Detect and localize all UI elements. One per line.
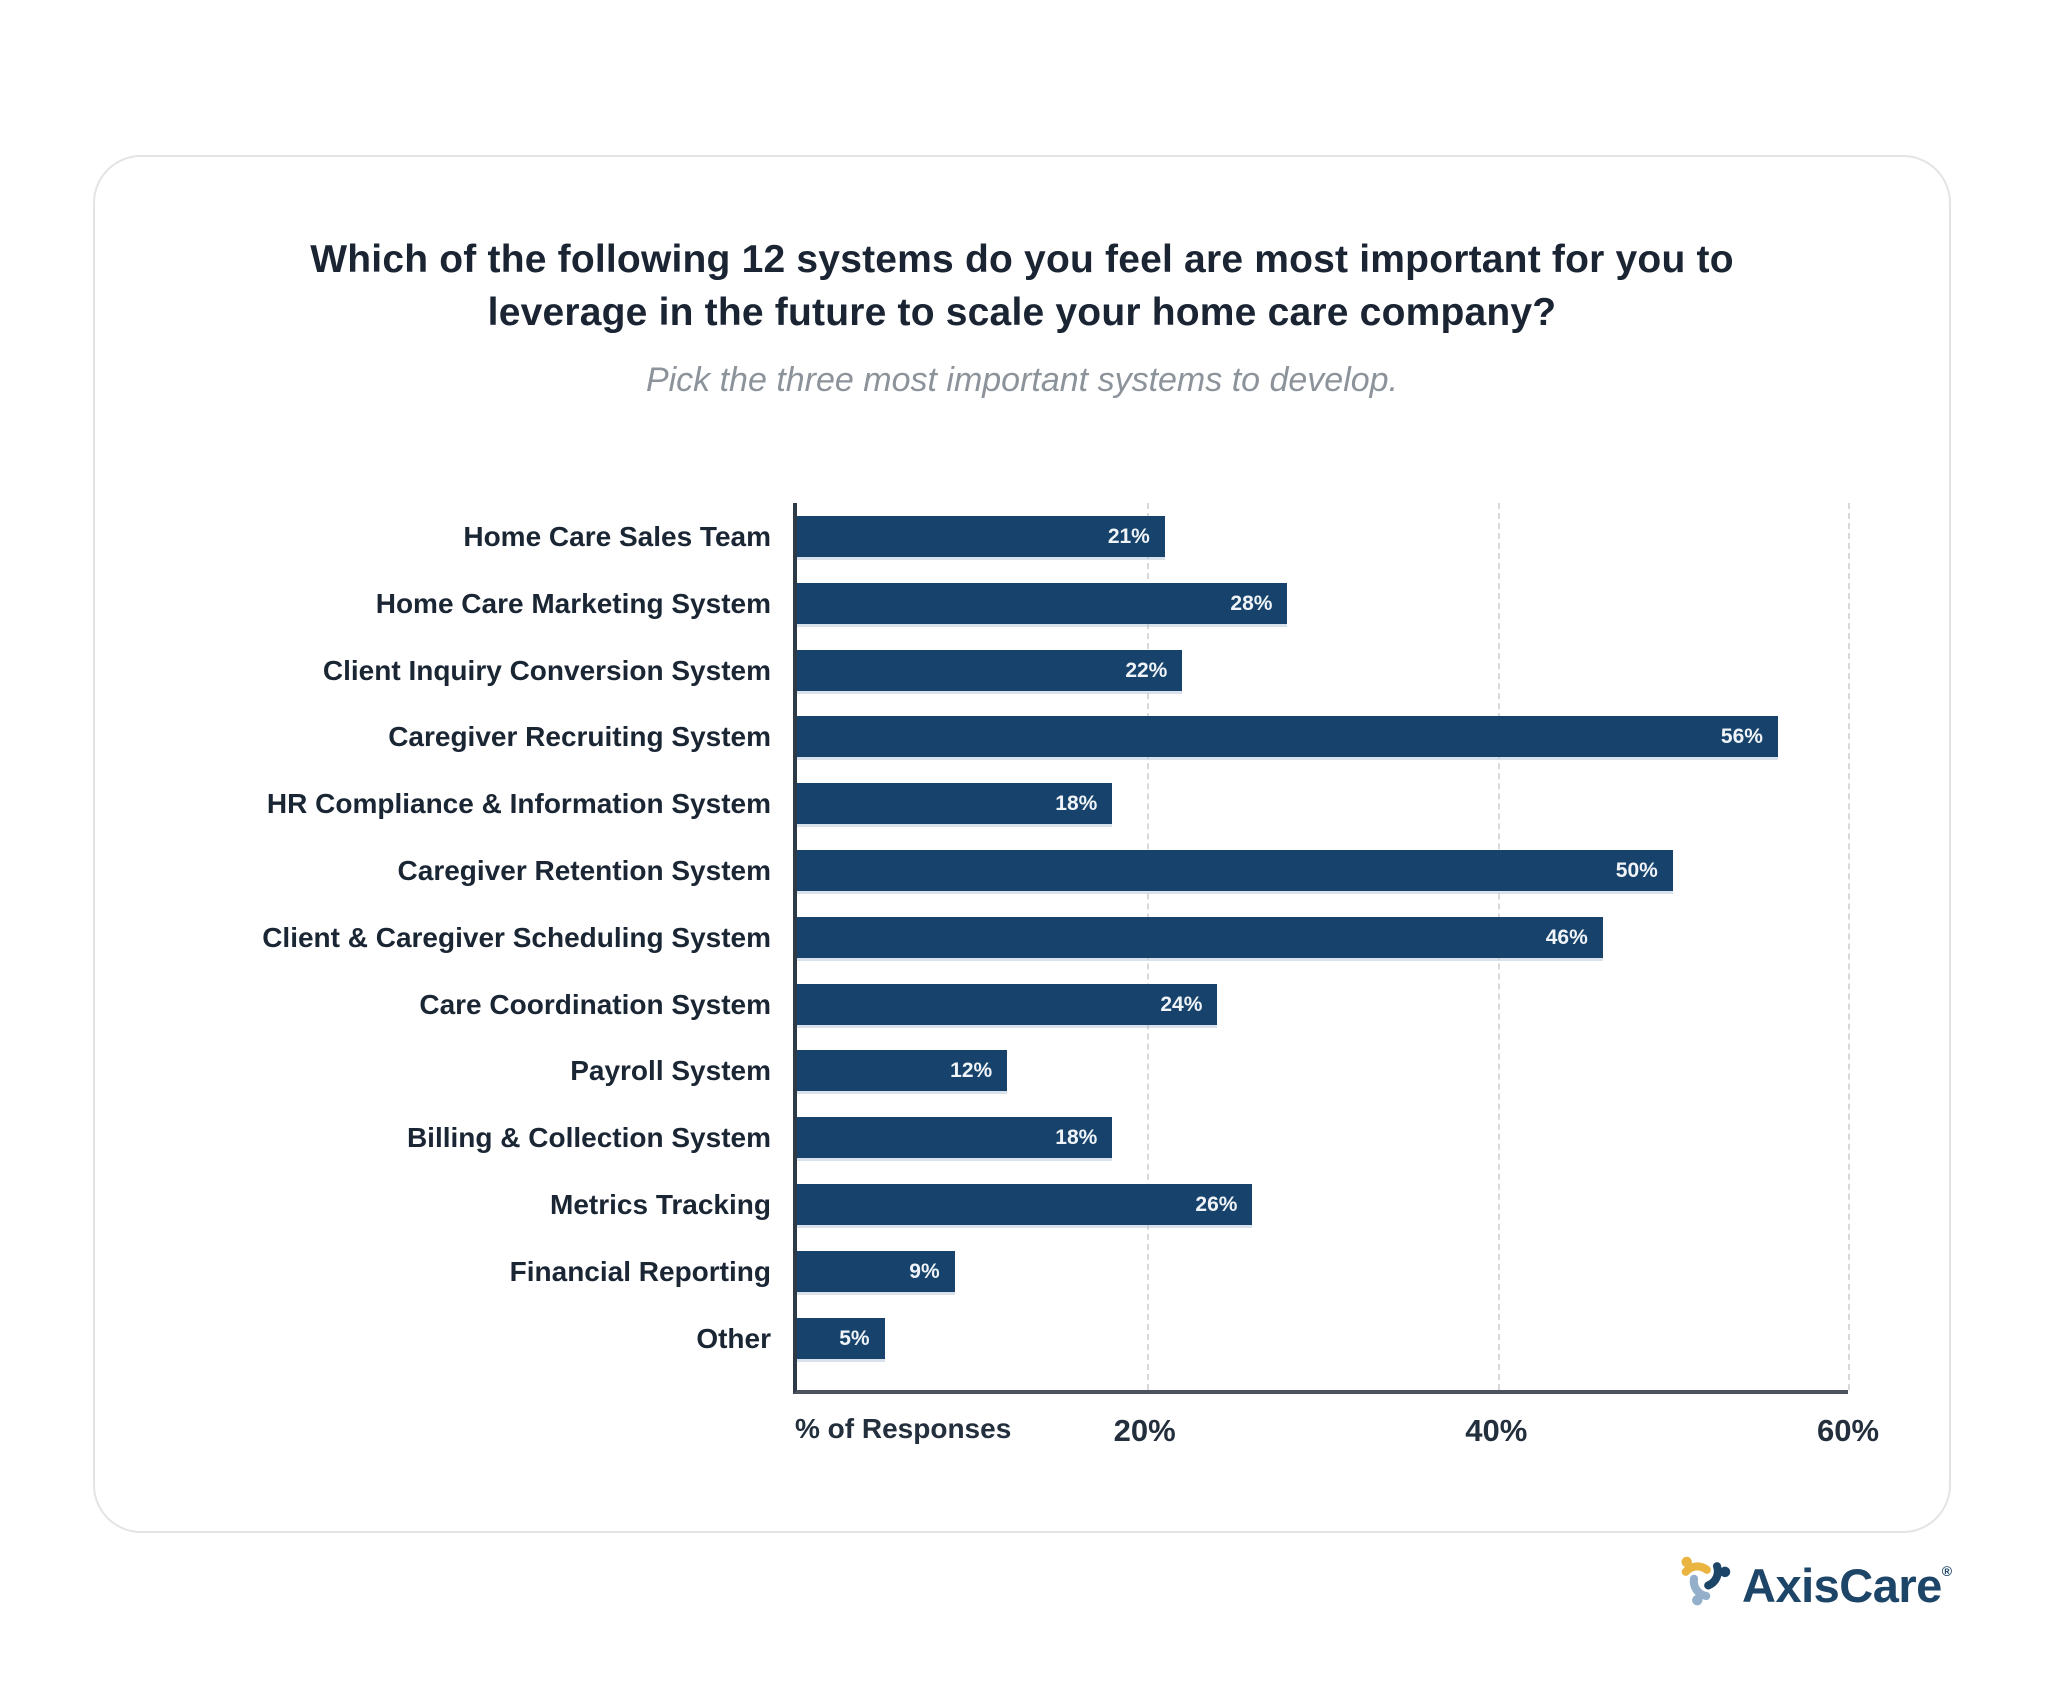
chart-row: Payroll System 12% xyxy=(570,1037,1848,1104)
bar: 26% xyxy=(797,1184,1253,1225)
category-label: Client & Caregiver Scheduling System xyxy=(262,921,771,953)
chart-row: Billing & Collection System 18% xyxy=(407,1104,1848,1171)
category-label: Financial Reporting xyxy=(509,1255,771,1287)
axiscare-logo-icon xyxy=(1681,1556,1731,1606)
bar-value-label: 22% xyxy=(1125,658,1168,682)
bar-value-label: 24% xyxy=(1160,992,1203,1016)
bar: 50% xyxy=(797,850,1673,891)
category-label: Caregiver Retention System xyxy=(397,854,771,886)
bar: 56% xyxy=(797,716,1778,757)
bar: 9% xyxy=(797,1251,955,1292)
chart-row: Home Care Marketing System 28% xyxy=(376,570,1848,637)
bar: 24% xyxy=(797,984,1218,1025)
chart-card: Which of the following 12 systems do you… xyxy=(93,155,1951,1533)
chart-row: HR Compliance & Information System 18% xyxy=(267,770,1848,837)
chart-row: Financial Reporting 9% xyxy=(510,1238,1848,1305)
bar: 46% xyxy=(797,917,1603,958)
chart-subtitle: Pick the three most important systems to… xyxy=(645,361,1399,399)
bar: 28% xyxy=(797,583,1288,624)
category-label: Other xyxy=(696,1322,771,1354)
chart-row: Metrics Tracking 26% xyxy=(550,1171,1848,1238)
bar: 5% xyxy=(797,1318,885,1359)
chart-title-line-2: leverage in the future to scale your hom… xyxy=(487,291,1557,334)
bar: 21% xyxy=(797,516,1165,557)
x-tick-label: 20% xyxy=(1113,1413,1176,1448)
category-label: Caregiver Recruiting System xyxy=(388,720,771,752)
category-label: HR Compliance & Information System xyxy=(266,787,771,819)
chart-title: Which of the following 12 systems do you… xyxy=(95,233,1949,339)
plot-area: Home Care Sales Team 21% Home Care Marketi… xyxy=(262,503,1850,1394)
category-label: Metrics Tracking xyxy=(550,1188,771,1220)
chart-row: Other 5% xyxy=(696,1305,1848,1372)
bar-value-label: 46% xyxy=(1545,925,1588,949)
category-label: Care Coordination System xyxy=(419,988,771,1020)
chart-title-line-1: Which of the following 12 systems do you… xyxy=(310,238,1734,281)
gridline-60 xyxy=(1848,503,1850,1390)
bar-value-label: 18% xyxy=(1055,791,1098,815)
bar-value-label: 9% xyxy=(909,1259,940,1283)
x-axis-title: % of Responses xyxy=(795,1413,1012,1444)
category-label: Payroll System xyxy=(570,1054,771,1086)
bar: 12% xyxy=(797,1050,1008,1091)
chart-row: Care Coordination System 24% xyxy=(419,971,1848,1038)
x-tick-label: 60% xyxy=(1816,1413,1880,1448)
bar-value-label: 50% xyxy=(1615,858,1658,882)
category-label: Billing & Collection System xyxy=(406,1121,771,1153)
bar-value-label: 12% xyxy=(950,1058,993,1082)
bar-value-label: 28% xyxy=(1230,591,1273,615)
bar-value-label: 56% xyxy=(1720,724,1763,748)
bar-value-label: 26% xyxy=(1195,1192,1238,1216)
bar-value-label: 21% xyxy=(1107,524,1150,548)
bar: 22% xyxy=(797,650,1183,691)
chart-row: Caregiver Retention System 50% xyxy=(398,837,1848,904)
category-label: Client Inquiry Conversion System xyxy=(322,654,771,686)
chart-row: Client Inquiry Conversion System 22% xyxy=(323,637,1848,704)
axiscare-logo-text: AxisCare® xyxy=(1742,1558,1952,1612)
x-axis-labels: % of Responses 20% 40% 60% xyxy=(793,1413,1879,1453)
chart-row: Client & Caregiver Scheduling System 46% xyxy=(262,904,1848,971)
bar-value-label: 18% xyxy=(1055,1125,1098,1149)
bar: 18% xyxy=(797,1117,1113,1158)
category-label: Home Care Sales Team xyxy=(463,520,771,552)
registered-trademark: ® xyxy=(1941,1562,1952,1579)
x-tick-label: 40% xyxy=(1465,1413,1528,1448)
chart-row: Caregiver Recruiting System 56% xyxy=(388,703,1848,770)
category-label: Home Care Marketing System xyxy=(375,587,771,619)
axiscare-logo: AxisCare® xyxy=(1674,1546,1952,1612)
bar-value-label: 5% xyxy=(839,1326,870,1350)
bar: 18% xyxy=(797,783,1113,824)
chart-row: Home Care Sales Team 21% xyxy=(463,503,1848,570)
